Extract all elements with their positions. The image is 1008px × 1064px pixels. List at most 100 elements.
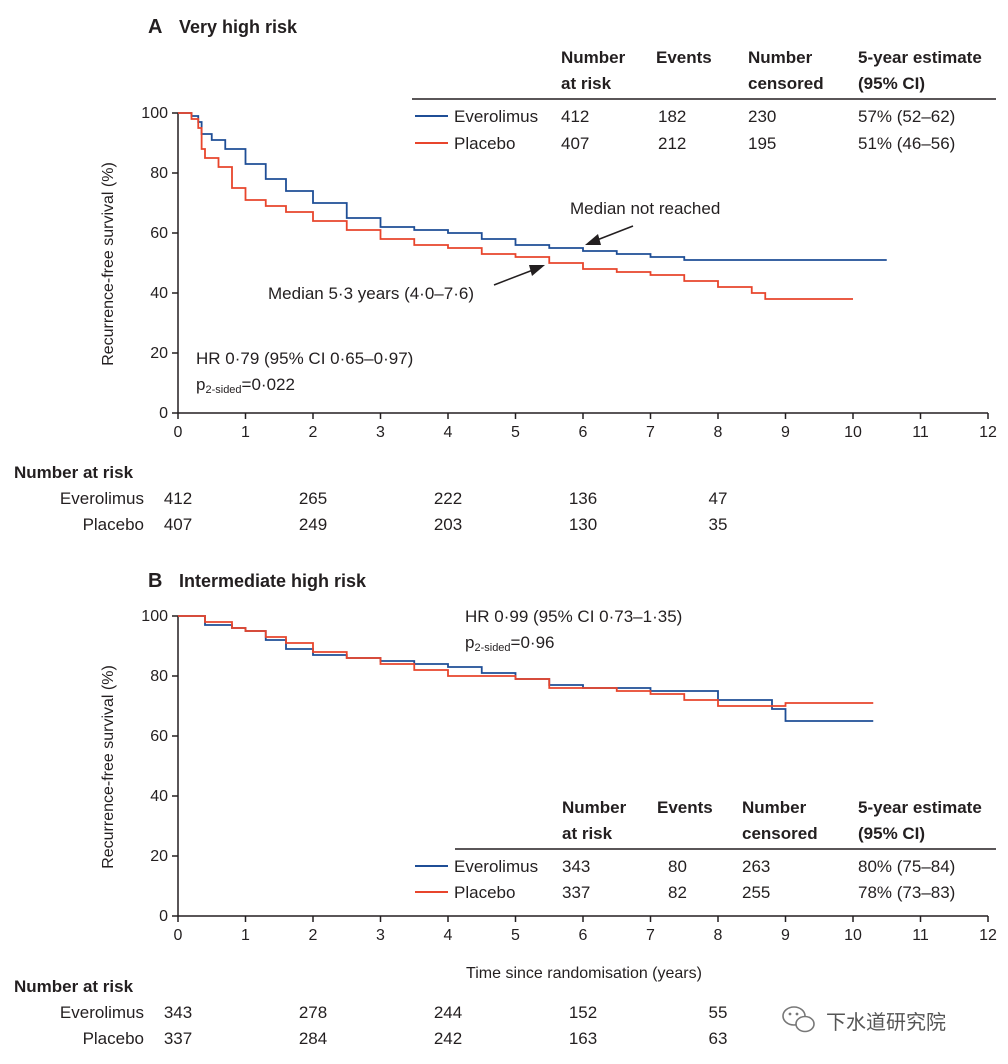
panel-a-placebo-at-risk: 407 (561, 134, 589, 153)
panel-a-y-tick-label: 80 (150, 165, 168, 182)
panel-a-y-tick-label: 20 (150, 345, 168, 362)
panel-b-x-tick-label: 3 (376, 927, 385, 944)
panel-a-arrow-placebo (493, 265, 545, 286)
panel-a-p-val: =0·022 (242, 375, 295, 394)
panel-b-hr: HR 0·99 (95% CI 0·73–1·35) (465, 607, 682, 626)
panel-b-risk-everolimus-value: 152 (569, 1003, 597, 1022)
panel-b-p-val: =0·96 (511, 633, 555, 652)
panel-b-x-tick-label: 6 (579, 927, 588, 944)
panel-b: B Intermediate high risk HR 0·99 (95% CI… (14, 570, 997, 1048)
panel-a-header-estimate-line2: (95% CI) (858, 74, 925, 93)
panel-a-x-tick-label: 6 (579, 424, 588, 441)
panel-a-curve-everolimus (178, 112, 887, 261)
panel-b-y-tick-label: 80 (150, 668, 168, 685)
panel-a-risk-title: Number at risk (14, 463, 134, 482)
panel-b-curves (178, 615, 874, 722)
panel-a-risk-placebo-value: 130 (569, 515, 597, 534)
panel-b-x-axis-title: Time since randomisation (years) (466, 965, 702, 982)
panel-a-x-tick-label: 0 (174, 424, 183, 441)
panel-b-x-tick-label: 7 (646, 927, 655, 944)
panel-b-legend-everolimus: Everolimus (454, 857, 538, 876)
panel-a-everolimus-events: 182 (658, 107, 686, 126)
panel-b-x-tick-label: 8 (714, 927, 723, 944)
panel-b-header-events: Events (657, 798, 713, 817)
panel-a-median-placebo-label: Median 5·3 years (4·0–7·6) (268, 284, 474, 303)
panel-a-x-tick-label: 10 (844, 424, 862, 441)
panel-a-risk-label-placebo: Placebo (83, 515, 144, 534)
panel-b-risk-placebo-value: 242 (434, 1029, 462, 1048)
panel-a-x-tick-label: 1 (241, 424, 250, 441)
panel-a-everolimus-estimate: 57% (52–62) (858, 107, 955, 126)
panel-b-risk-everolimus-value: 244 (434, 1003, 462, 1022)
panel-b-label: B (148, 570, 162, 592)
panel-b-x-tick-label: 11 (912, 927, 929, 944)
panel-a-header-events: Events (656, 48, 712, 67)
panel-a-risk-everolimus-value: 136 (569, 489, 597, 508)
panel-a-risk-everolimus-value: 222 (434, 489, 462, 508)
panel-a-x-tick-label: 9 (781, 424, 790, 441)
panel-b-everolimus-at-risk: 343 (562, 857, 590, 876)
panel-a-hr: HR 0·79 (95% CI 0·65–0·97) (196, 349, 413, 368)
panel-b-x-tick-label: 10 (844, 927, 862, 944)
panel-a-everolimus-at-risk: 412 (561, 107, 589, 126)
panel-a-x-tick-label: 4 (444, 424, 453, 441)
panel-a-placebo-events: 212 (658, 134, 686, 153)
panel-b-risk-values: 343 278 244 152 55 337 284 242 163 63 (164, 1003, 728, 1048)
panel-b-everolimus-censored: 263 (742, 857, 770, 876)
panel-b-p-sub: 2-sided (474, 642, 510, 654)
panel-b-risk-everolimus-value: 343 (164, 1003, 192, 1022)
panel-b-placebo-censored: 255 (742, 883, 770, 902)
panel-b-risk-placebo-value: 163 (569, 1029, 597, 1048)
panel-a-header-estimate: 5-year estimate (95% CI) (858, 48, 987, 93)
panel-a-p-value: p2-sided=0·022 (196, 375, 295, 396)
panel-a-title: Very high risk (179, 17, 298, 37)
panel-b-header-censored-line2: censored (742, 824, 818, 843)
panel-a-y-tick-label: 0 (159, 405, 168, 422)
panel-b-x-tick-label: 12 (979, 927, 997, 944)
panel-b-y-tick-label: 40 (150, 788, 168, 805)
panel-a-x-tick-label: 3 (376, 424, 385, 441)
panel-b-everolimus-estimate: 80% (75–84) (858, 857, 955, 876)
panel-a-placebo-estimate: 51% (46–56) (858, 134, 955, 153)
panel-b-header-censored-line1: Number (742, 798, 807, 817)
panel-a-header-at-risk-line2: at risk (561, 74, 612, 93)
watermark-text: 下水道研究院 (826, 1011, 946, 1034)
panel-a-y-tick-label: 40 (150, 285, 168, 302)
panel-a-risk-placebo-value: 249 (299, 515, 327, 534)
panel-b-header-at-risk: Number at risk (562, 798, 631, 843)
panel-b-title: Intermediate high risk (179, 571, 367, 591)
panel-b-risk-placebo-value: 337 (164, 1029, 192, 1048)
panel-a-risk-values: 412 265 222 136 47 407 249 203 130 35 (164, 489, 728, 534)
panel-b-x-tick-label: 0 (174, 927, 183, 944)
panel-b-p-value: p2-sided=0·96 (465, 633, 555, 654)
panel-a-x-tick-label: 11 (912, 424, 929, 441)
panel-a-risk-everolimus-value: 47 (709, 489, 728, 508)
panel-b-header-estimate: 5-year estimate (95% CI) (858, 798, 987, 843)
panel-a-header-estimate-line1: 5-year estimate (858, 48, 982, 67)
panel-b-curve-placebo (178, 615, 874, 707)
panel-a-legend-everolimus: Everolimus (454, 107, 538, 126)
panel-b-risk-placebo-value: 63 (709, 1029, 728, 1048)
panel-a-x-tick-label: 5 (511, 424, 520, 441)
panel-a-risk-placebo-value: 407 (164, 515, 192, 534)
panel-a-risk-placebo-value: 203 (434, 515, 462, 534)
wechat-icon (782, 1006, 815, 1033)
panel-b-risk-title: Number at risk (14, 977, 134, 996)
panel-a-header-at-risk-line1: Number (561, 48, 626, 67)
panel-b-x-tick-label: 9 (781, 927, 790, 944)
panel-a-median-everolimus-label: Median not reached (570, 199, 720, 218)
panel-b-header-estimate-line1: 5-year estimate (858, 798, 982, 817)
panel-a-everolimus-censored: 230 (748, 107, 776, 126)
panel-b-header-at-risk-line2: at risk (562, 824, 613, 843)
panel-b-x-tick-label: 4 (444, 927, 453, 944)
panel-b-everolimus-events: 80 (668, 857, 687, 876)
panel-a-y-axis-title: Recurrence-free survival (%) (100, 162, 117, 366)
panel-a-p-prefix: p (196, 375, 205, 394)
panel-a-x-tick-label: 7 (646, 424, 655, 441)
panel-a-header-censored-line2: censored (748, 74, 824, 93)
panel-a-x-tick-label: 2 (309, 424, 318, 441)
panel-a-x-tick-label: 12 (979, 424, 997, 441)
